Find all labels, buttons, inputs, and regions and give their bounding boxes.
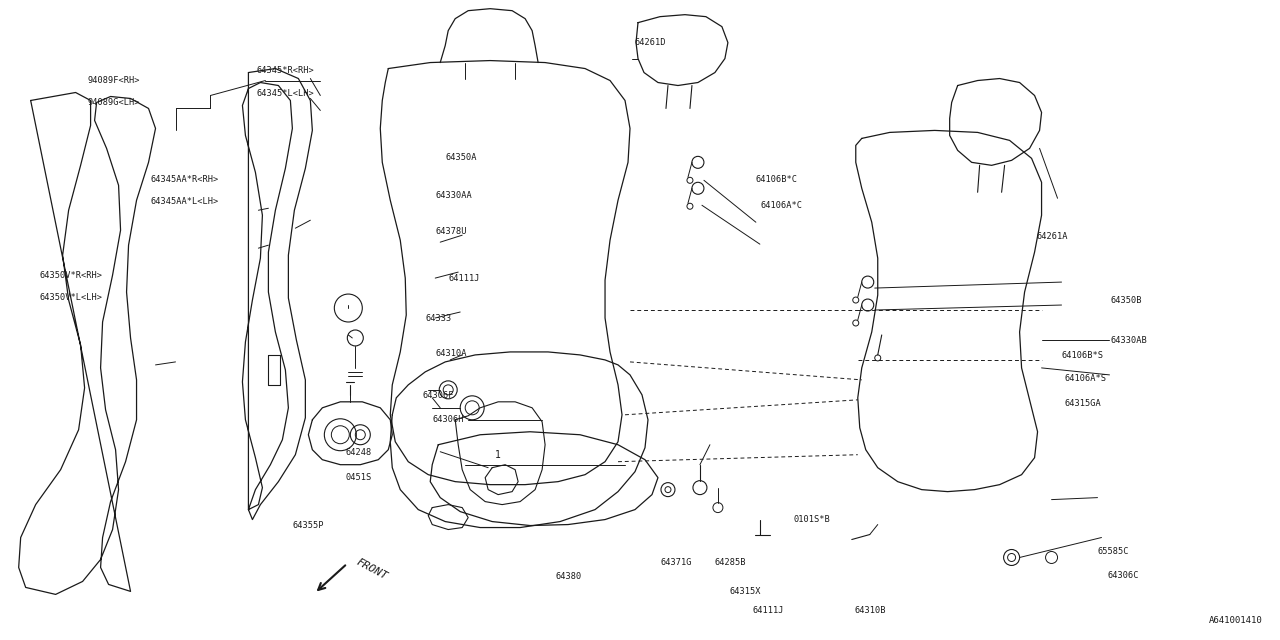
Text: 64106A*C: 64106A*C	[760, 200, 803, 209]
Text: 64285B: 64285B	[714, 558, 746, 567]
Text: 64310B: 64310B	[855, 606, 886, 615]
Text: 64111J: 64111J	[753, 606, 785, 615]
Text: 64106B*S: 64106B*S	[1062, 351, 1103, 360]
Text: 64106B*C: 64106B*C	[755, 175, 797, 184]
Text: 64350V*L<LH>: 64350V*L<LH>	[40, 293, 102, 302]
Text: 64378U: 64378U	[435, 227, 467, 236]
Text: 64330AB: 64330AB	[1111, 336, 1147, 345]
Text: 64315X: 64315X	[730, 587, 762, 596]
Text: 64111J: 64111J	[448, 274, 480, 283]
Text: 64261A: 64261A	[1037, 232, 1068, 241]
Text: FRONT: FRONT	[355, 557, 389, 582]
Text: 64333: 64333	[425, 314, 452, 323]
Text: 64371G: 64371G	[660, 558, 692, 567]
Text: 64355P: 64355P	[292, 521, 324, 530]
Text: 64345*L<LH>: 64345*L<LH>	[256, 89, 314, 98]
Text: 64248: 64248	[346, 449, 372, 458]
Text: 0101S*B: 0101S*B	[794, 515, 831, 524]
Text: 64261D: 64261D	[635, 38, 667, 47]
Text: 0451S: 0451S	[346, 472, 372, 481]
Text: 94089F<RH>: 94089F<RH>	[87, 76, 140, 85]
Text: 64106A*S: 64106A*S	[1065, 374, 1106, 383]
Text: 64345AA*R<RH>: 64345AA*R<RH>	[150, 175, 219, 184]
Text: 64306H: 64306H	[433, 415, 465, 424]
Text: 64306C: 64306C	[1108, 571, 1139, 580]
Text: 64315GA: 64315GA	[1065, 399, 1101, 408]
Text: 64345AA*L<LH>: 64345AA*L<LH>	[150, 197, 219, 206]
Text: 64306F: 64306F	[422, 391, 454, 400]
Text: 64345*R<RH>: 64345*R<RH>	[256, 67, 314, 76]
Text: 64310A: 64310A	[435, 349, 467, 358]
Text: 1: 1	[495, 450, 500, 460]
Text: 94089G<LH>: 94089G<LH>	[87, 99, 140, 108]
Text: 64380: 64380	[556, 572, 582, 581]
Text: 65585C: 65585C	[1098, 547, 1129, 556]
Text: A641001410: A641001410	[1208, 616, 1262, 625]
Text: 64350V*R<RH>: 64350V*R<RH>	[40, 271, 102, 280]
Text: 64350A: 64350A	[445, 153, 477, 162]
Text: 64330AA: 64330AA	[435, 191, 472, 200]
Text: 64350B: 64350B	[1111, 296, 1142, 305]
